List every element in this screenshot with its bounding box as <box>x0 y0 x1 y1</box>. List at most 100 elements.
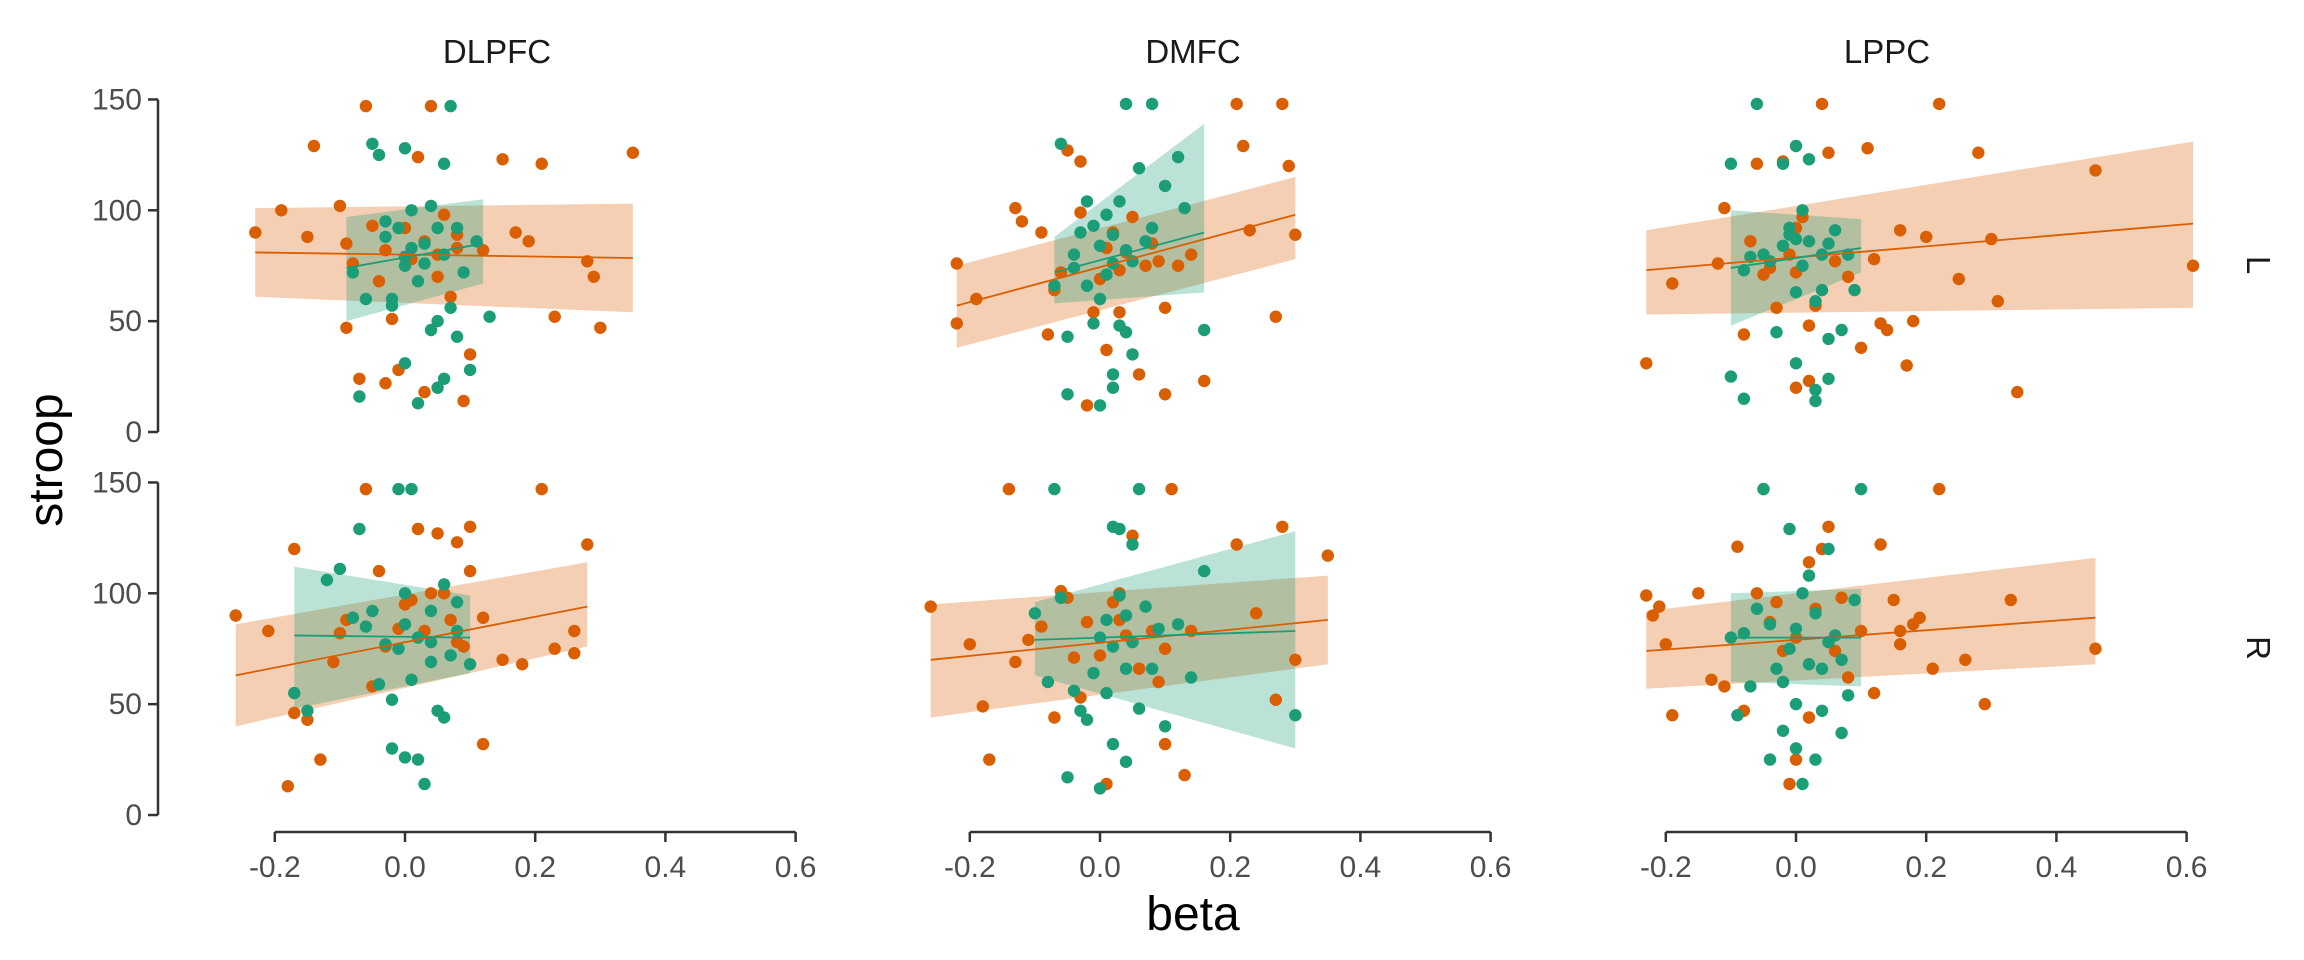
data-point-green <box>366 137 379 150</box>
data-point-orange <box>424 587 438 600</box>
regression-line-green <box>1054 231 1205 274</box>
data-point-green <box>1152 622 1165 635</box>
data-point-green <box>359 620 373 633</box>
x-tick-label: 0.6 <box>2166 851 2208 884</box>
y-tick-label: 0 <box>125 799 142 832</box>
data-point-green <box>372 148 386 162</box>
data-point-green <box>1119 97 1133 111</box>
data-point-green <box>1100 268 1113 281</box>
data-point-green <box>1048 279 1061 292</box>
data-point-orange <box>1080 399 1094 412</box>
data-point-orange <box>1237 139 1250 153</box>
x-tick-label: 0.0 <box>1079 851 1121 884</box>
data-point-orange <box>457 640 470 653</box>
data-point-green <box>411 275 425 288</box>
data-point-green <box>1080 279 1094 292</box>
data-point-green <box>405 241 418 255</box>
data-point-orange <box>1666 277 1679 290</box>
data-point-orange <box>1783 777 1796 791</box>
x-axis-DLPFC: -0.2 0.0 0.2 0.4 0.6 <box>249 830 817 884</box>
data-point-green <box>1100 686 1113 700</box>
data-point-orange <box>1978 697 1992 711</box>
data-point-green <box>431 381 444 394</box>
strip-label-col-1: DMFC <box>1145 33 1240 70</box>
y-tick-label: 0 <box>125 416 142 449</box>
data-point-green <box>1093 399 1107 412</box>
data-point-green <box>1783 221 1796 235</box>
regression-line-orange <box>255 251 633 259</box>
data-point-green <box>1770 662 1783 675</box>
data-point-orange <box>1854 341 1868 354</box>
data-point-green <box>1854 482 1868 496</box>
data-point-green <box>1796 204 1809 217</box>
x-tick-label: 0.4 <box>645 851 687 884</box>
panel-DLPFC-L <box>249 99 640 410</box>
data-point-orange <box>444 290 457 303</box>
data-point-green <box>463 363 477 377</box>
data-point-green <box>1835 653 1848 666</box>
data-point-orange <box>1822 146 1835 159</box>
x-axis-LPPC: -0.2 0.0 0.2 0.4 0.6 <box>1640 830 2208 884</box>
data-point-green <box>411 753 425 766</box>
data-point-orange <box>1802 711 1816 724</box>
data-point-orange <box>437 208 451 221</box>
data-point-orange <box>950 317 963 330</box>
data-point-orange <box>1789 381 1803 394</box>
data-point-green <box>450 596 464 609</box>
data-point-green <box>1067 248 1081 261</box>
data-point-orange <box>1158 388 1172 401</box>
data-point-green <box>1198 564 1211 578</box>
x-tick-label: -0.2 <box>249 851 301 884</box>
data-point-orange <box>1269 310 1283 323</box>
data-point-orange <box>1002 482 1016 496</box>
data-point-green <box>1093 292 1107 306</box>
data-point-orange <box>301 230 314 244</box>
data-point-orange <box>1074 206 1087 219</box>
data-point-orange <box>496 153 509 166</box>
data-point-orange <box>431 270 444 283</box>
data-point-green <box>1100 208 1113 221</box>
data-point-green <box>1093 782 1107 795</box>
data-point-green <box>301 704 314 717</box>
data-point-orange <box>379 377 392 390</box>
data-point-orange <box>1080 615 1094 629</box>
x-tick-label: 0.6 <box>775 851 817 884</box>
data-point-green <box>1796 587 1809 600</box>
data-point-orange <box>359 482 373 496</box>
data-point-green <box>1750 97 1764 111</box>
data-point-orange <box>1894 638 1907 651</box>
data-point-orange <box>1828 644 1842 658</box>
data-point-orange <box>1750 157 1764 170</box>
regression-line-green <box>346 242 484 269</box>
data-point-green <box>1119 609 1133 622</box>
data-point-orange <box>1093 649 1107 662</box>
data-point-green <box>1828 629 1842 642</box>
data-point-orange <box>1900 359 1913 372</box>
data-point-orange <box>327 655 340 669</box>
data-point-orange <box>476 737 490 751</box>
data-point-green <box>1087 317 1100 330</box>
data-point-orange <box>1815 97 1829 111</box>
data-point-green <box>333 562 347 576</box>
panel-LPPC-L <box>1640 97 2200 408</box>
data-point-green <box>444 99 457 113</box>
confidence-band-green <box>294 566 471 709</box>
data-point-green <box>398 587 412 600</box>
data-point-orange <box>1198 374 1211 388</box>
data-point-orange <box>1158 301 1172 314</box>
data-point-green <box>1139 235 1152 248</box>
data-point-orange <box>476 611 490 624</box>
data-point-orange <box>418 385 431 399</box>
data-point-orange <box>1165 482 1178 496</box>
data-point-green <box>1289 709 1302 722</box>
data-point-orange <box>1653 600 1666 613</box>
data-point-orange <box>1184 248 1198 261</box>
y-tick-label: 100 <box>92 577 142 610</box>
confidence-band-orange <box>1646 557 2096 689</box>
data-point-green <box>1171 150 1185 164</box>
data-point-orange <box>1861 142 1874 155</box>
data-point-green <box>1054 591 1068 604</box>
regression-line-green <box>294 634 471 639</box>
data-point-green <box>1126 348 1139 361</box>
y-tick-label: 100 <box>92 194 142 227</box>
